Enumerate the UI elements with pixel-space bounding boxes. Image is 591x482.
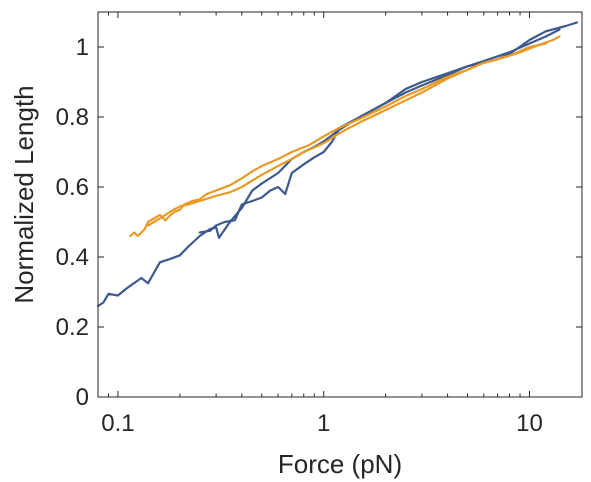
x-tick-label: 1 [317, 410, 330, 437]
x-tick-label: 0.1 [101, 410, 134, 437]
y-axis-title: Normalized Length [9, 85, 39, 303]
y-tick-label: 0.4 [56, 244, 89, 271]
y-tick-label: 0.8 [56, 104, 89, 131]
y-tick-label: 0.6 [56, 174, 89, 201]
x-axis-title: Force (pN) [278, 449, 402, 479]
y-tick-label: 1 [76, 34, 89, 61]
plot-lines [96, 21, 578, 308]
tick-labels: 0.1 1 10 0 0.2 0.4 0.6 0.8 1 [56, 34, 543, 437]
y-tick-label: 0.2 [56, 314, 89, 341]
axes-box [97, 11, 583, 398]
y-tick-label: 0 [76, 384, 89, 411]
x-tick-label: 10 [516, 410, 543, 437]
series-line-2 [198, 28, 561, 234]
axes [97, 11, 583, 398]
series-line-4 [146, 42, 547, 227]
